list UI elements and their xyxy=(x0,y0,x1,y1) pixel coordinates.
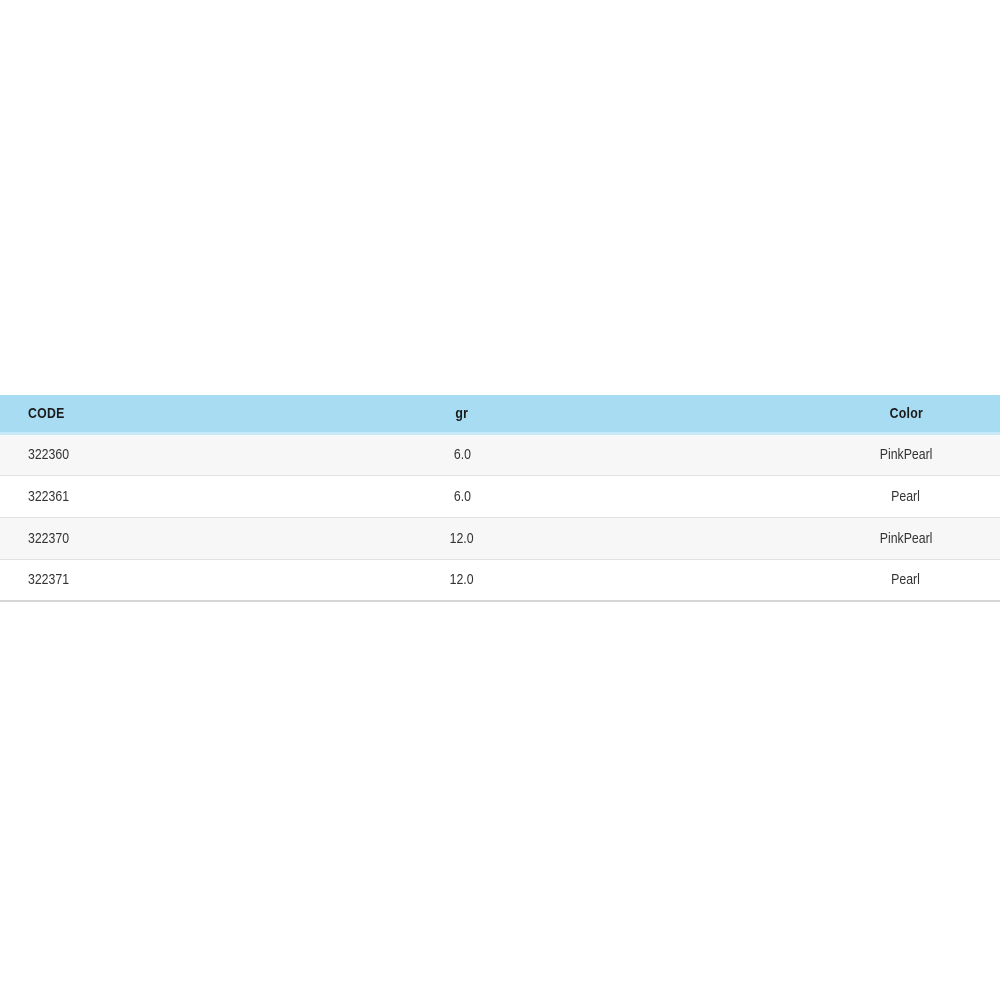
cell-gr: 12.0 xyxy=(112,559,812,602)
color-value: PinkPearl xyxy=(879,529,933,547)
cell-code: 322371 xyxy=(0,559,112,602)
cell-code: 322370 xyxy=(0,517,112,560)
product-spec-table: CODE gr Color 322360 6.0 PinkPearl xyxy=(0,395,1000,602)
col-header-color: Color xyxy=(812,395,1000,435)
gr-value: 12.0 xyxy=(450,571,474,589)
table-row: 322371 12.0 Pearl xyxy=(0,559,1000,602)
cell-color: PinkPearl xyxy=(812,517,1000,560)
cell-code: 322360 xyxy=(0,433,112,476)
col-header-code-label: CODE xyxy=(28,404,65,422)
cell-code: 322361 xyxy=(0,475,112,518)
col-header-gr: gr xyxy=(112,395,812,435)
code-value: 322361 xyxy=(28,487,70,505)
cell-gr: 6.0 xyxy=(112,475,812,518)
code-value: 322370 xyxy=(28,529,70,547)
code-value: 322371 xyxy=(28,571,70,589)
gr-value: 6.0 xyxy=(453,446,471,463)
table-header-row: CODE gr Color xyxy=(0,395,1000,435)
color-value: PinkPearl xyxy=(879,446,933,463)
table-header: CODE gr Color xyxy=(0,395,1000,435)
table-row: 322370 12.0 PinkPearl xyxy=(0,517,1000,560)
col-header-color-label: Color xyxy=(889,404,923,422)
cell-color: Pearl xyxy=(812,475,1000,518)
gr-value: 6.0 xyxy=(453,487,471,505)
color-value: Pearl xyxy=(891,487,921,505)
spec-table-container: CODE gr Color 322360 6.0 PinkPearl xyxy=(0,395,1000,602)
col-header-code: CODE xyxy=(0,395,112,435)
table-body: 322360 6.0 PinkPearl 322361 6.0 Pearl 32… xyxy=(0,433,1000,602)
gr-value: 12.0 xyxy=(450,529,474,547)
code-value: 322360 xyxy=(28,446,70,463)
cell-color: PinkPearl xyxy=(812,433,1000,476)
table-row: 322360 6.0 PinkPearl xyxy=(0,433,1000,476)
cell-gr: 6.0 xyxy=(112,433,812,476)
table-row: 322361 6.0 Pearl xyxy=(0,475,1000,518)
col-header-gr-label: gr xyxy=(455,404,469,422)
cell-gr: 12.0 xyxy=(112,517,812,560)
color-value: Pearl xyxy=(891,571,921,589)
cell-color: Pearl xyxy=(812,559,1000,602)
